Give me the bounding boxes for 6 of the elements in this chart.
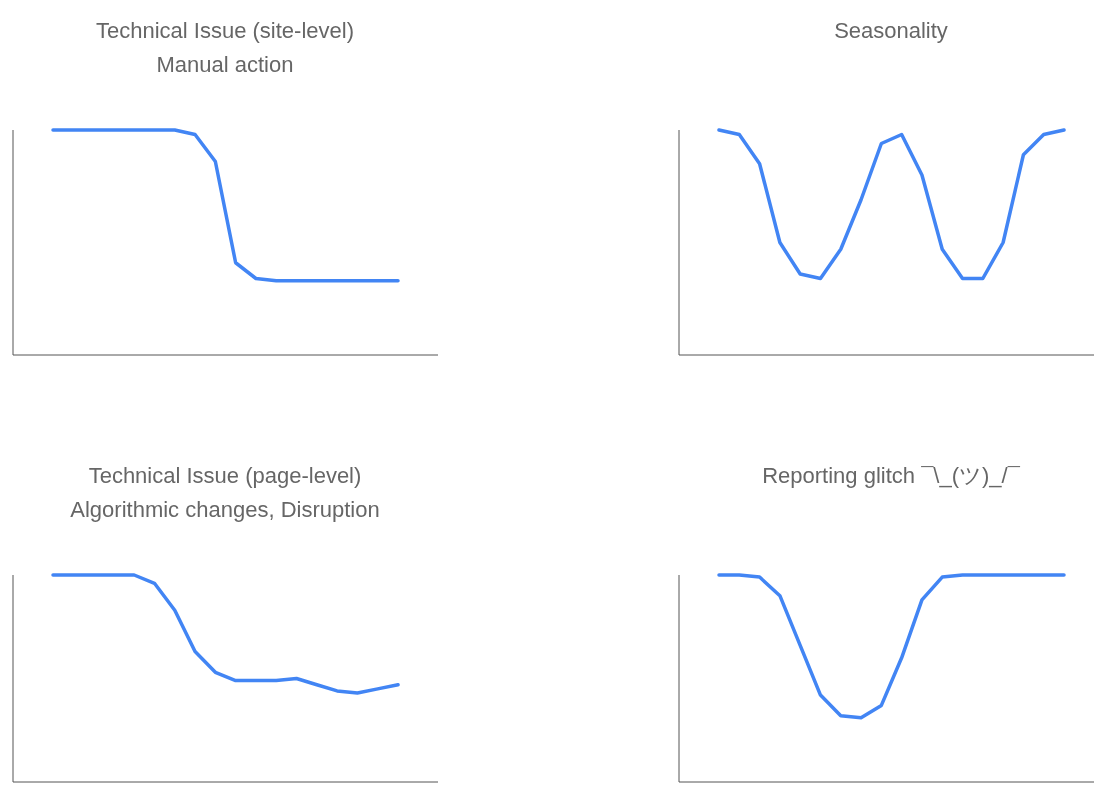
chart-subtitle: Algorithmic changes, Disruption bbox=[69, 496, 381, 524]
chart-title: Seasonality bbox=[833, 17, 949, 45]
chart-title: Technical Issue (site-level) bbox=[95, 17, 355, 45]
chart-subtitle: Manual action bbox=[155, 51, 295, 79]
chart-title: Technical Issue (page-level) bbox=[87, 462, 363, 490]
chart-title: Reporting glitch ¯\_(ツ)_/¯ bbox=[761, 462, 1021, 490]
